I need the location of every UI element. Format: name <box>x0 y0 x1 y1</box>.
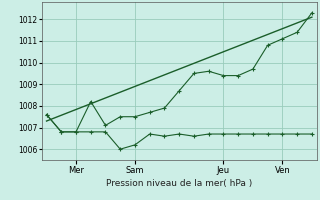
X-axis label: Pression niveau de la mer( hPa ): Pression niveau de la mer( hPa ) <box>106 179 252 188</box>
